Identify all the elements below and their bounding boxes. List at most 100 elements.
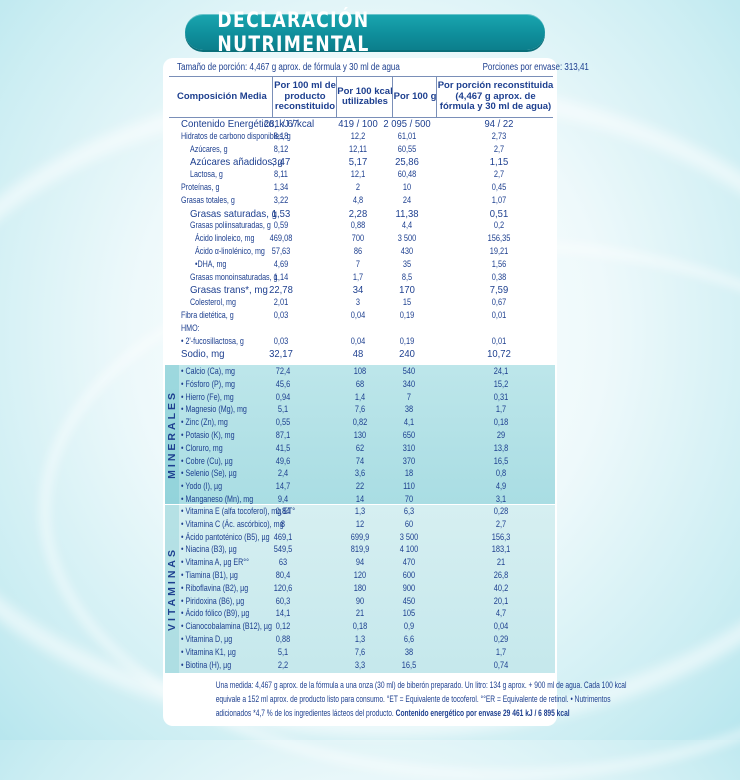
table-row: • Magnesio (Mg), mg 5,1 7,6 38 1,7 xyxy=(165,404,559,417)
header-composition: Composición Media xyxy=(177,90,267,102)
value-per-portion: 0,74 xyxy=(493,659,509,671)
value-per-portion: 3,1 xyxy=(495,493,507,505)
value-per-100g: 18 xyxy=(404,468,414,480)
table-row: • Ácido pantoténico (B5), µg 469,1 699,9 3 … xyxy=(165,532,559,545)
value-per-100kcal: 0,82 xyxy=(352,417,368,429)
value-per-100g: 650 xyxy=(402,429,416,441)
value-per-100g: 10 xyxy=(402,181,412,193)
value-per-100ml: 0,94 xyxy=(275,391,291,403)
value-per-100ml: 9,4 xyxy=(277,493,289,505)
nutrient-label: • Piridoxina (B6), µg xyxy=(181,595,245,607)
value-per-100kcal: 180 xyxy=(353,582,367,594)
nutrient-label: Lactosa, g xyxy=(190,169,223,181)
value-per-100kcal: 1,3 xyxy=(354,633,366,645)
value-per-100ml: 72,4 xyxy=(275,366,291,377)
value-per-100g: 310 xyxy=(402,442,416,454)
value-per-portion: 26,8 xyxy=(493,569,509,581)
value-per-100ml: 469,08 xyxy=(269,233,293,245)
value-per-100ml: 4,69 xyxy=(273,258,289,270)
portion-info: Tamaño de porción: 4,467 g aprox. de fór… xyxy=(177,62,588,74)
nutrient-label: Fibra dietética, g xyxy=(181,309,234,321)
nutrient-label: • Vitamina A, µg ER°° xyxy=(181,557,250,569)
value-per-100ml: 120,6 xyxy=(273,582,293,594)
table-row: • Calcio (Ca), mg 72,4 108 540 24,1 xyxy=(165,366,559,379)
value-per-portion: 29 xyxy=(496,429,506,441)
value-per-100kcal: 48 xyxy=(352,348,364,361)
table-row: HMO: xyxy=(163,323,557,336)
value-per-100g: 0,19 xyxy=(399,335,415,347)
value-per-100kcal: 1,7 xyxy=(352,271,364,283)
value-per-portion: 0,28 xyxy=(493,506,509,517)
value-per-100kcal: 22 xyxy=(355,481,365,493)
value-per-100kcal: 1,3 xyxy=(354,506,366,517)
table-row: Ácido α-linolénico, mg 57,63 86 430 19,21 xyxy=(163,246,557,259)
value-per-100kcal: 819,9 xyxy=(350,544,370,556)
value-per-100ml: 8 xyxy=(280,518,286,530)
value-per-100ml: 549,5 xyxy=(273,544,293,556)
nutrient-label: Ácido linoleico, mg xyxy=(195,233,255,245)
vitamin-rows: • Vitamina E (alfa tocoferol), mg ET° 0,8… xyxy=(165,506,559,672)
nutrient-label: Grasas saturadas, g xyxy=(190,207,277,220)
table-row: • Piridoxina (B6), µg 60,3 90 450 20,1 xyxy=(165,596,559,609)
footnote: Una medida: 4,467 g aprox. de la fórmula… xyxy=(165,678,627,720)
value-per-portion: 2,7 xyxy=(493,169,505,181)
value-per-portion: 0,18 xyxy=(493,417,509,429)
value-per-100ml: 0,12 xyxy=(275,621,291,633)
value-per-100kcal: 14 xyxy=(355,493,365,505)
value-per-100ml: 469,1 xyxy=(273,531,293,543)
value-per-portion: 1,7 xyxy=(495,646,507,658)
nutrient-label: • Riboflavina (B2), µg xyxy=(181,582,249,594)
value-per-100g: 4,4 xyxy=(401,220,413,232)
table-row: Proteínas, g 1,34 2 10 0,45 xyxy=(163,182,557,195)
value-per-portion: 1,56 xyxy=(491,258,507,270)
value-per-portion: 21 xyxy=(496,557,506,569)
nutrient-label: Ácido α-linolénico, mg xyxy=(195,245,265,257)
table-row: Ácido linoleico, mg 469,08 700 3 500 156,35 xyxy=(163,233,557,246)
energy-per-container: Contenido energético por envase 29 461 k… xyxy=(395,708,570,718)
value-per-100g: 11,38 xyxy=(395,207,419,220)
value-per-100g: 60 xyxy=(404,518,414,530)
value-per-100kcal: 699,9 xyxy=(350,531,370,543)
nutrient-label: • Manganeso (Mn), mg xyxy=(181,493,254,505)
table-row: • Cloruro, mg 41,5 62 310 13,8 xyxy=(165,443,559,456)
nutrient-label: • Ácido pantoténico (B5), µg xyxy=(181,531,270,543)
value-per-portion: 1,15 xyxy=(489,156,509,169)
value-per-100g: 60,55 xyxy=(397,143,417,155)
value-per-100g: 6,3 xyxy=(403,506,415,517)
table-row: Fibra dietética, g 0,03 0,04 0,19 0,01 xyxy=(163,310,557,323)
nutrient-rows: Contenido Energético, kJ / kcal 281 / 67 4… xyxy=(163,118,557,361)
nutrient-label: Azúcares añadidos, g xyxy=(190,156,283,169)
nutrient-label: Contenido Energético, kJ / kcal xyxy=(181,118,315,130)
minerals-section: MINERALES • Calcio (Ca), mg 72,4 108 540 24,… xyxy=(165,365,555,505)
value-per-100g: 110 xyxy=(403,481,415,493)
serving-size: Tamaño de porción: 4,467 g aprox. de fór… xyxy=(177,62,400,73)
value-per-100ml: 2,01 xyxy=(273,297,289,309)
value-per-100ml: 0,59 xyxy=(273,220,289,232)
value-per-100g: 450 xyxy=(402,595,416,607)
value-per-100ml: 2,4 xyxy=(277,468,289,480)
value-per-100g: 35 xyxy=(402,258,412,270)
value-per-100ml: 49,6 xyxy=(275,455,291,467)
value-per-100g: 0,19 xyxy=(399,309,415,321)
value-per-100kcal: 700 xyxy=(351,233,365,245)
value-per-portion: 183,1 xyxy=(491,544,511,556)
table-row: Grasas trans*, mg 22,78 34 170 7,59 xyxy=(163,284,557,297)
table-row: • Yodo (I), µg 14,7 22 110 4,9 xyxy=(165,481,559,494)
value-per-100kcal: 90 xyxy=(355,595,365,607)
nutrient-label: • Biotina (H), µg xyxy=(181,659,232,671)
nutrient-label: Azúcares, g xyxy=(190,143,228,155)
page-title: DECLARACIÓN NUTRIMENTAL xyxy=(217,8,370,56)
table-row: • Tiamina (B1), µg 80,4 120 600 26,8 xyxy=(165,570,559,583)
value-per-100g: 3 500 xyxy=(397,233,417,245)
table-row: • Hierro (Fe), mg 0,94 1,4 7 0,31 xyxy=(165,392,559,405)
value-per-100g: 430 xyxy=(400,245,414,257)
footnote-line-1: Una medida: 4,467 g aprox. de la fórmula… xyxy=(215,680,627,690)
value-per-100kcal: 7 xyxy=(355,258,361,270)
value-per-100g: 16,5 xyxy=(401,659,417,671)
value-per-100ml: 281 / 67 xyxy=(263,118,299,130)
table-row: Grasas saturadas, g 1,53 2,28 11,38 0,51 xyxy=(163,208,557,221)
value-per-100ml: 8,12 xyxy=(273,143,289,155)
value-per-100g: 600 xyxy=(402,569,416,581)
nutrient-label: • Cianocobalamina (B12), µg xyxy=(181,621,272,633)
value-per-100ml: 5,1 xyxy=(277,404,289,416)
